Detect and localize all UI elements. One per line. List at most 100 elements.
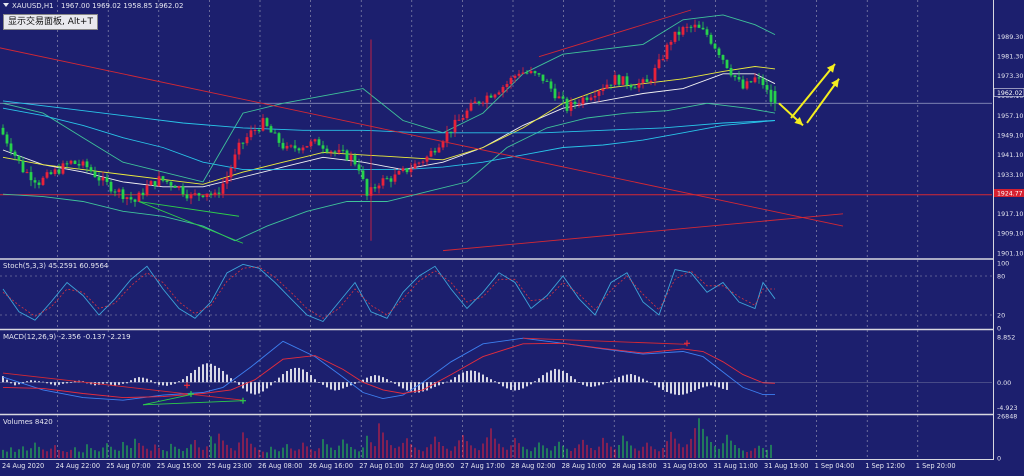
macd-histogram-bar: [614, 378, 616, 383]
candle-body: [341, 149, 345, 151]
arrow-shaft[interactable]: [806, 78, 840, 124]
trade-panel-button[interactable]: 显示交易面板, Alt+T: [3, 14, 98, 30]
candle-body: [189, 194, 193, 199]
macd-histogram-bar: [246, 382, 248, 392]
x-tick-label: 24 Aug 2020: [2, 462, 44, 470]
macd-histogram-bar: [278, 377, 280, 383]
moving-average-line: [2, 100, 776, 134]
level-price-box: [994, 189, 1024, 197]
candle-body: [565, 98, 569, 111]
macd-label: MACD(12,26,9) -2.356 -0.137 -2.219: [3, 333, 131, 341]
candle-body: [501, 86, 505, 93]
trendline[interactable]: [0, 47, 844, 227]
candle-body: [441, 141, 445, 148]
candle-body: [665, 44, 669, 60]
macd-histogram-bar: [542, 375, 544, 383]
candle-body: [25, 172, 29, 174]
candle-body: [297, 148, 301, 151]
candle-body: [289, 145, 293, 147]
macd-histogram-bar: [666, 382, 668, 392]
macd-histogram-bar: [410, 382, 412, 392]
candle-body: [509, 77, 513, 85]
trendline[interactable]: [538, 9, 692, 58]
candle-body: [241, 142, 245, 144]
stoch-tick-label: 80: [997, 273, 1005, 281]
candle-body: [29, 172, 33, 181]
stochastic-label: Stoch(5,3,3) 45.2591 60.9564: [3, 262, 109, 270]
macd-histogram-bar: [506, 382, 508, 389]
x-tick-label: 26 Aug 16:00: [309, 462, 353, 470]
macd-histogram-bar: [334, 382, 336, 391]
macd-histogram-bar: [694, 382, 696, 391]
candle-body: [409, 168, 413, 173]
macd-histogram-bar: [134, 378, 136, 383]
macd-histogram-bar: [630, 374, 632, 383]
candle-body: [325, 148, 329, 153]
candle-body: [33, 180, 37, 183]
macd-histogram-bar: [706, 382, 708, 387]
candle-body: [245, 137, 249, 144]
macd-histogram-bar: [322, 382, 324, 385]
trendline[interactable]: [138, 201, 240, 217]
macd-trendline[interactable]: [142, 400, 244, 406]
candle-body: [117, 189, 121, 193]
candle-body: [585, 97, 589, 100]
macd-histogram-bar: [310, 375, 312, 383]
candle-body: [393, 174, 397, 182]
candle-body: [377, 185, 381, 189]
price-tick-label: 1941.10: [997, 151, 1023, 159]
macd-histogram-bar: [726, 382, 728, 390]
candle-body: [105, 177, 109, 182]
candle-body: [201, 195, 205, 198]
macd-histogram-bar: [230, 378, 232, 383]
candle-body: [657, 59, 661, 69]
candle-body: [725, 59, 729, 69]
arrow-head[interactable]: [826, 64, 835, 73]
macd-trendline[interactable]: [522, 337, 688, 345]
symbol-dropdown-icon[interactable]: [3, 3, 9, 7]
macd-histogram-bar: [514, 382, 516, 391]
candle-body: [589, 97, 593, 100]
ohlc-readout: 1967.00 1969.02 1958.85 1962.02: [61, 2, 183, 10]
macd-histogram-bar: [498, 382, 500, 384]
candle-body: [493, 94, 497, 98]
candle-body: [673, 31, 677, 42]
x-tick-label: 28 Aug 02:00: [511, 462, 555, 470]
arrow-shaft[interactable]: [790, 63, 836, 119]
macd-histogram-bar: [182, 379, 184, 383]
macd-histogram-bar: [286, 370, 288, 383]
macd-histogram-bar: [402, 382, 404, 389]
candle-body: [109, 181, 113, 192]
macd-histogram-bar: [686, 382, 688, 394]
candle-body: [649, 80, 653, 83]
candle-body: [721, 55, 725, 60]
candle-body: [553, 88, 557, 99]
macd-histogram-bar: [474, 370, 476, 383]
candle-body: [145, 185, 149, 196]
macd-histogram-bar: [374, 375, 376, 383]
candle-body: [473, 101, 477, 104]
macd-trendline[interactable]: [142, 394, 192, 406]
macd-histogram-bar: [550, 370, 552, 383]
arrow-head[interactable]: [794, 117, 803, 126]
trendline[interactable]: [138, 201, 244, 244]
macd-histogram-bar: [6, 379, 8, 383]
macd-trendline[interactable]: [2, 372, 244, 401]
macd-histogram-bar: [638, 376, 640, 383]
x-tick-label: 31 Aug 11:00: [713, 462, 757, 470]
candle-body: [357, 164, 361, 171]
candle-body: [525, 72, 529, 74]
macd-histogram-bar: [674, 382, 676, 395]
trendline[interactable]: [442, 213, 844, 252]
macd-histogram-bar: [618, 377, 620, 383]
candle-body: [729, 68, 733, 76]
candle-body: [537, 73, 541, 75]
current-price-label: 1962.02: [997, 90, 1023, 97]
macd-histogram-bar: [470, 370, 472, 383]
macd-histogram-bar: [202, 364, 204, 383]
arrow-head[interactable]: [831, 78, 839, 88]
macd-histogram-bar: [450, 379, 452, 383]
macd-histogram-bar: [2, 376, 4, 383]
macd-histogram-bar: [330, 382, 332, 390]
